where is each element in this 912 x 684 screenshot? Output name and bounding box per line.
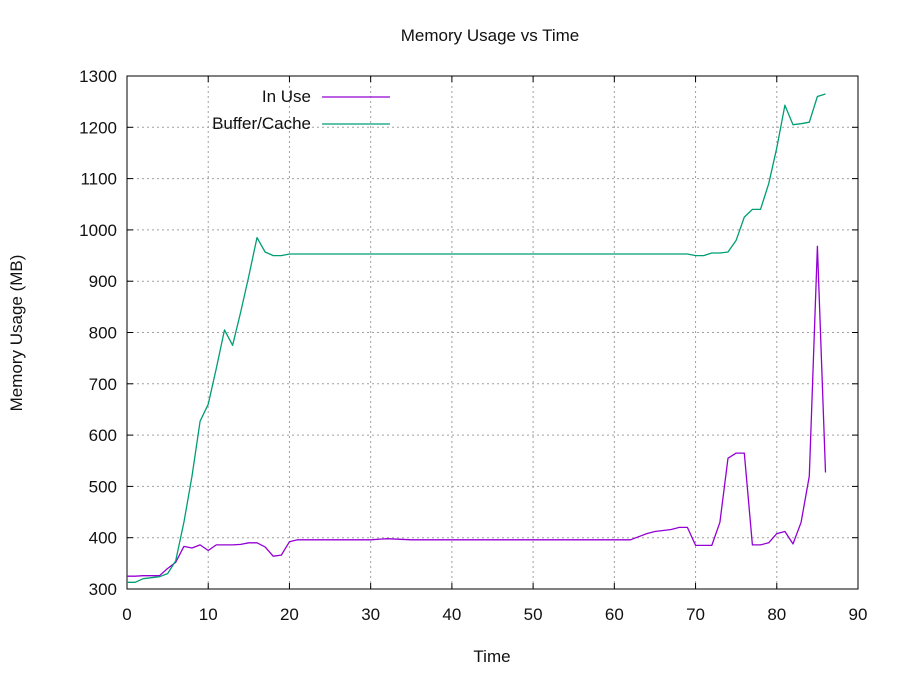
x-tick-label: 80	[767, 605, 786, 624]
x-tick-label: 40	[442, 605, 461, 624]
chart-title: Memory Usage vs Time	[401, 26, 580, 45]
legend-label-buffer-cache: Buffer/Cache	[212, 114, 311, 133]
series-line-buffer-cache	[127, 93, 826, 583]
series-lines	[127, 93, 827, 583]
x-tick-label: 10	[199, 605, 218, 624]
y-axis-label: Memory Usage (MB)	[7, 255, 26, 412]
grid	[127, 76, 858, 589]
y-tick-label: 300	[89, 580, 117, 599]
x-tick-label: 0	[122, 605, 131, 624]
y-tick-label: 600	[89, 426, 117, 445]
axis-ticks: 0 10 20 30 40 50 60 70 80 90 300 400 500 600 700 800 900…	[79, 67, 867, 624]
x-tick-label: 30	[361, 605, 380, 624]
y-tick-label: 700	[89, 375, 117, 394]
x-tick-label: 50	[524, 605, 543, 624]
y-tick-label: 1200	[79, 118, 117, 137]
legend-label-in-use: In Use	[262, 87, 311, 106]
y-tick-label: 1100	[80, 170, 117, 189]
y-tick-label: 800	[89, 324, 117, 343]
legend: In Use Buffer/Cache	[212, 87, 390, 133]
y-tick-label: 500	[89, 477, 117, 496]
x-tick-label: 60	[605, 605, 624, 624]
series-line-in-use	[127, 245, 827, 577]
x-axis-label: Time	[473, 647, 510, 666]
x-tick-label: 90	[849, 605, 868, 624]
y-tick-label: 1000	[79, 221, 117, 240]
x-tick-label: 70	[686, 605, 705, 624]
y-tick-label: 1300	[79, 67, 117, 86]
y-tick-label: 900	[89, 272, 117, 291]
x-tick-label: 20	[280, 605, 299, 624]
y-tick-label: 400	[89, 529, 117, 548]
